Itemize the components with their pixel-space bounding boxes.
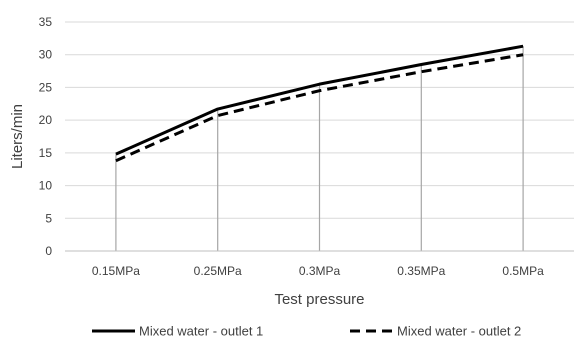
y-tick-label: 20 (39, 113, 53, 127)
x-tick-label: 0.25MPa (194, 264, 242, 278)
x-tick-label: 0.15MPa (92, 264, 140, 278)
y-axis-title: Liters/min (9, 104, 26, 169)
y-tick-label: 0 (45, 244, 52, 258)
x-tick-label: 0.3MPa (299, 264, 341, 278)
y-tick-labels: 0 5 10 15 20 25 30 35 (39, 15, 53, 258)
y-tick-label: 25 (39, 80, 53, 94)
y-tick-label: 30 (39, 48, 53, 62)
x-tick-labels: 0.15MPa 0.25MPa 0.3MPa 0.35MPa 0.5MPa (92, 264, 544, 278)
y-tick-label: 10 (39, 179, 53, 193)
legend-label-2: Mixed water - outlet 2 (397, 324, 521, 339)
y-tick-label: 5 (45, 211, 52, 225)
legend-label-1: Mixed water - outlet 1 (139, 324, 263, 339)
drop-lines (115, 46, 524, 251)
x-tick-label: 0.5MPa (502, 264, 544, 278)
series-lines (115, 44, 524, 163)
series-line-1 (115, 44, 524, 156)
series-line-2 (115, 53, 524, 163)
y-tick-label: 15 (39, 146, 53, 160)
x-axis-title: Test pressure (274, 291, 364, 308)
y-tick-label: 35 (39, 15, 53, 29)
legend: Mixed water - outlet 1 Mixed water - outl… (92, 324, 521, 339)
x-tick-label: 0.35MPa (397, 264, 445, 278)
